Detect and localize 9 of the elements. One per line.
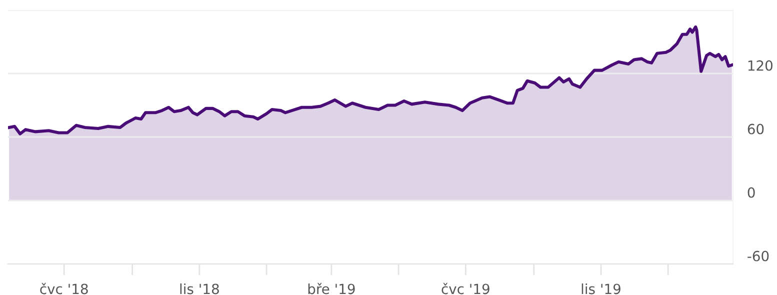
y-tick-label: -60	[748, 250, 769, 262]
y-tick-label: 0	[748, 187, 755, 198]
x-tick-label: čvc '19	[442, 282, 490, 294]
x-tick-label: bře '19	[308, 282, 355, 294]
y-tick-label: 120	[748, 60, 772, 71]
x-tick-label: lis '19	[582, 283, 620, 294]
y-tick-label: 60	[748, 124, 764, 134]
x-tick-label: lis '18	[180, 283, 219, 294]
x-tick-label: čvc '18	[40, 282, 88, 294]
